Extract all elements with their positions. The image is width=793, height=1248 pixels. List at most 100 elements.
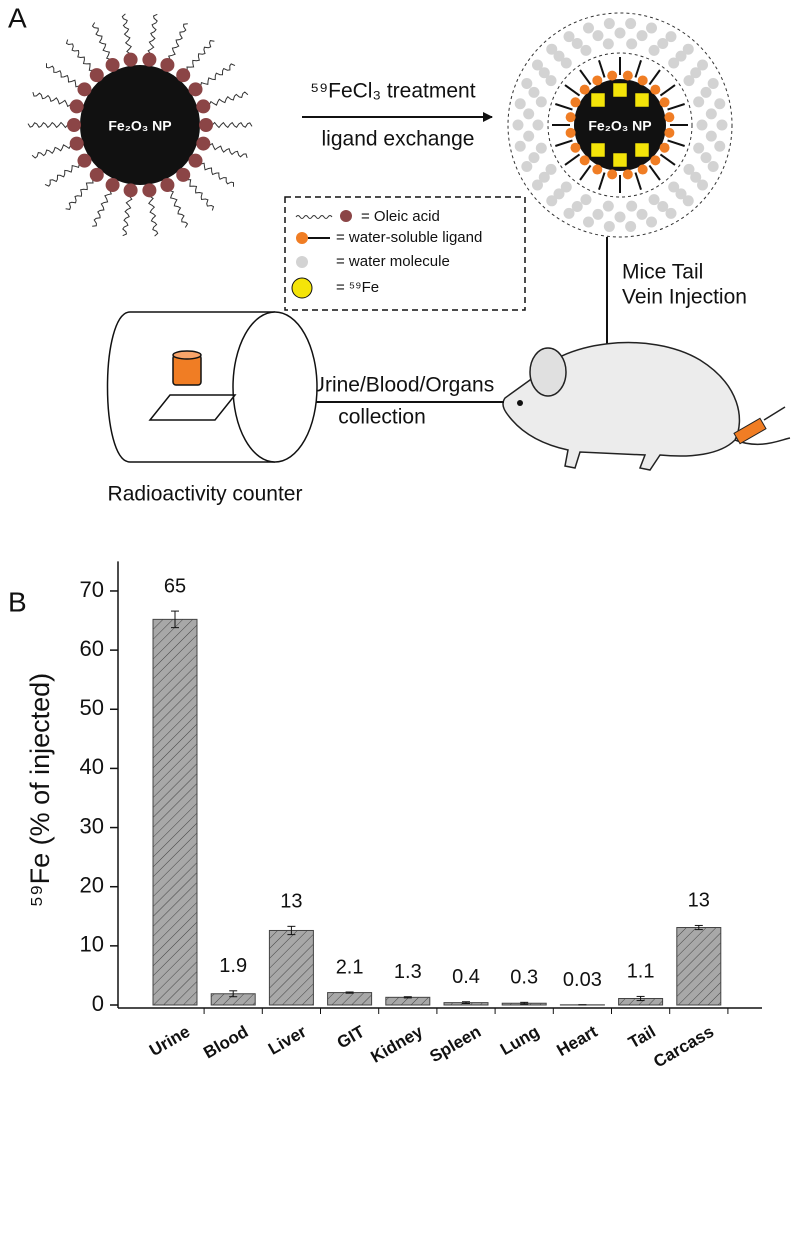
step-label: Vein Injection: [622, 286, 747, 309]
ligand-head: [592, 75, 603, 86]
water: [626, 200, 638, 212]
ligand-head: [607, 169, 618, 180]
x-tick-label: Kidney: [367, 1022, 426, 1067]
oleic-head: [89, 167, 104, 182]
oleic-tail: [197, 63, 236, 90]
water: [697, 179, 709, 191]
oleic-head: [105, 57, 120, 72]
fe59: [612, 82, 628, 98]
oleic-tail: [183, 176, 215, 211]
oleic-tail: [91, 22, 114, 64]
x-tick-label: Tail: [625, 1022, 659, 1052]
y-tick-label: 0: [92, 991, 104, 1016]
error-bar: [462, 1001, 470, 1005]
water: [707, 78, 719, 90]
water: [523, 130, 535, 142]
oleic-tail: [147, 13, 158, 59]
ligand: [648, 69, 661, 86]
water: [545, 163, 557, 175]
panel-label: A: [8, 2, 27, 33]
water: [528, 86, 540, 98]
legend-symbol: [340, 210, 352, 222]
np-label: Fe₂O₃ NP: [588, 118, 651, 134]
water: [514, 98, 526, 110]
water: [553, 50, 565, 62]
water: [521, 160, 533, 172]
error-bar: [345, 991, 354, 994]
oleic-head: [123, 183, 138, 198]
value-label: 13: [280, 891, 302, 913]
water: [657, 38, 669, 50]
value-label: 0.4: [452, 966, 480, 988]
y-tick-label: 50: [80, 695, 104, 720]
ligand-head: [650, 84, 661, 95]
nanoparticle-oleic: [27, 13, 253, 237]
oleic-tail: [65, 175, 96, 210]
legend-symbol: [295, 215, 333, 219]
counter: [106, 311, 318, 463]
water: [582, 22, 594, 34]
oleic-tail: [32, 91, 76, 108]
oleic-head: [199, 118, 213, 132]
step-label: ligand exchange: [322, 128, 475, 151]
water: [625, 220, 637, 232]
oleic-head: [69, 99, 84, 114]
y-tick-label: 10: [80, 932, 104, 957]
bar: [385, 996, 431, 1006]
water: [563, 31, 575, 43]
water: [531, 59, 543, 71]
ligand-head: [637, 75, 648, 86]
x-tick-label: Heart: [553, 1022, 600, 1060]
water: [538, 171, 550, 183]
water: [636, 30, 648, 42]
value-label: 0.3: [510, 967, 538, 989]
water: [693, 96, 705, 108]
oleic-tail: [122, 191, 133, 237]
water: [571, 200, 583, 212]
oleic-head: [176, 167, 191, 182]
ligand-head: [622, 169, 633, 180]
water: [563, 207, 575, 219]
x-tick-label: Liver: [265, 1022, 310, 1059]
water: [693, 142, 705, 154]
oleic-tail: [207, 121, 253, 129]
water: [683, 75, 695, 87]
oleic-tail: [184, 40, 215, 75]
value-label: 65: [164, 575, 186, 597]
caption: Radioactivity counter: [108, 483, 303, 506]
ligand-head: [659, 142, 670, 153]
error-bar: [520, 1001, 529, 1005]
water: [626, 38, 638, 50]
water: [700, 86, 712, 98]
error-bar: [287, 925, 296, 936]
ligand-head: [659, 97, 670, 108]
water: [514, 140, 526, 152]
ligand-head: [637, 164, 648, 175]
water: [602, 38, 614, 50]
water: [705, 108, 717, 120]
water: [580, 194, 592, 206]
water: [665, 31, 677, 43]
water: [531, 179, 543, 191]
ligand-head: [570, 142, 581, 153]
water: [683, 163, 695, 175]
ligand: [659, 153, 676, 166]
oleic-tail: [31, 141, 76, 159]
ligand-head: [622, 70, 633, 81]
oleic-tail: [146, 191, 159, 237]
error-bar: [171, 610, 179, 629]
legend-label: = ⁵⁹Fe: [336, 279, 379, 296]
step-label: Urine/Blood/Organs: [310, 374, 494, 397]
water: [603, 220, 615, 232]
oleic-head: [176, 68, 191, 83]
oleic-head: [196, 136, 211, 151]
oleic-head: [69, 136, 84, 151]
legend-label: = Oleic acid: [361, 208, 440, 225]
legend-label: = water-soluble ligand: [336, 229, 482, 246]
error-bar: [403, 996, 412, 999]
ligand: [659, 84, 676, 97]
water: [582, 216, 594, 228]
x-tick-label: Blood: [200, 1022, 251, 1063]
bar: [152, 618, 198, 1006]
